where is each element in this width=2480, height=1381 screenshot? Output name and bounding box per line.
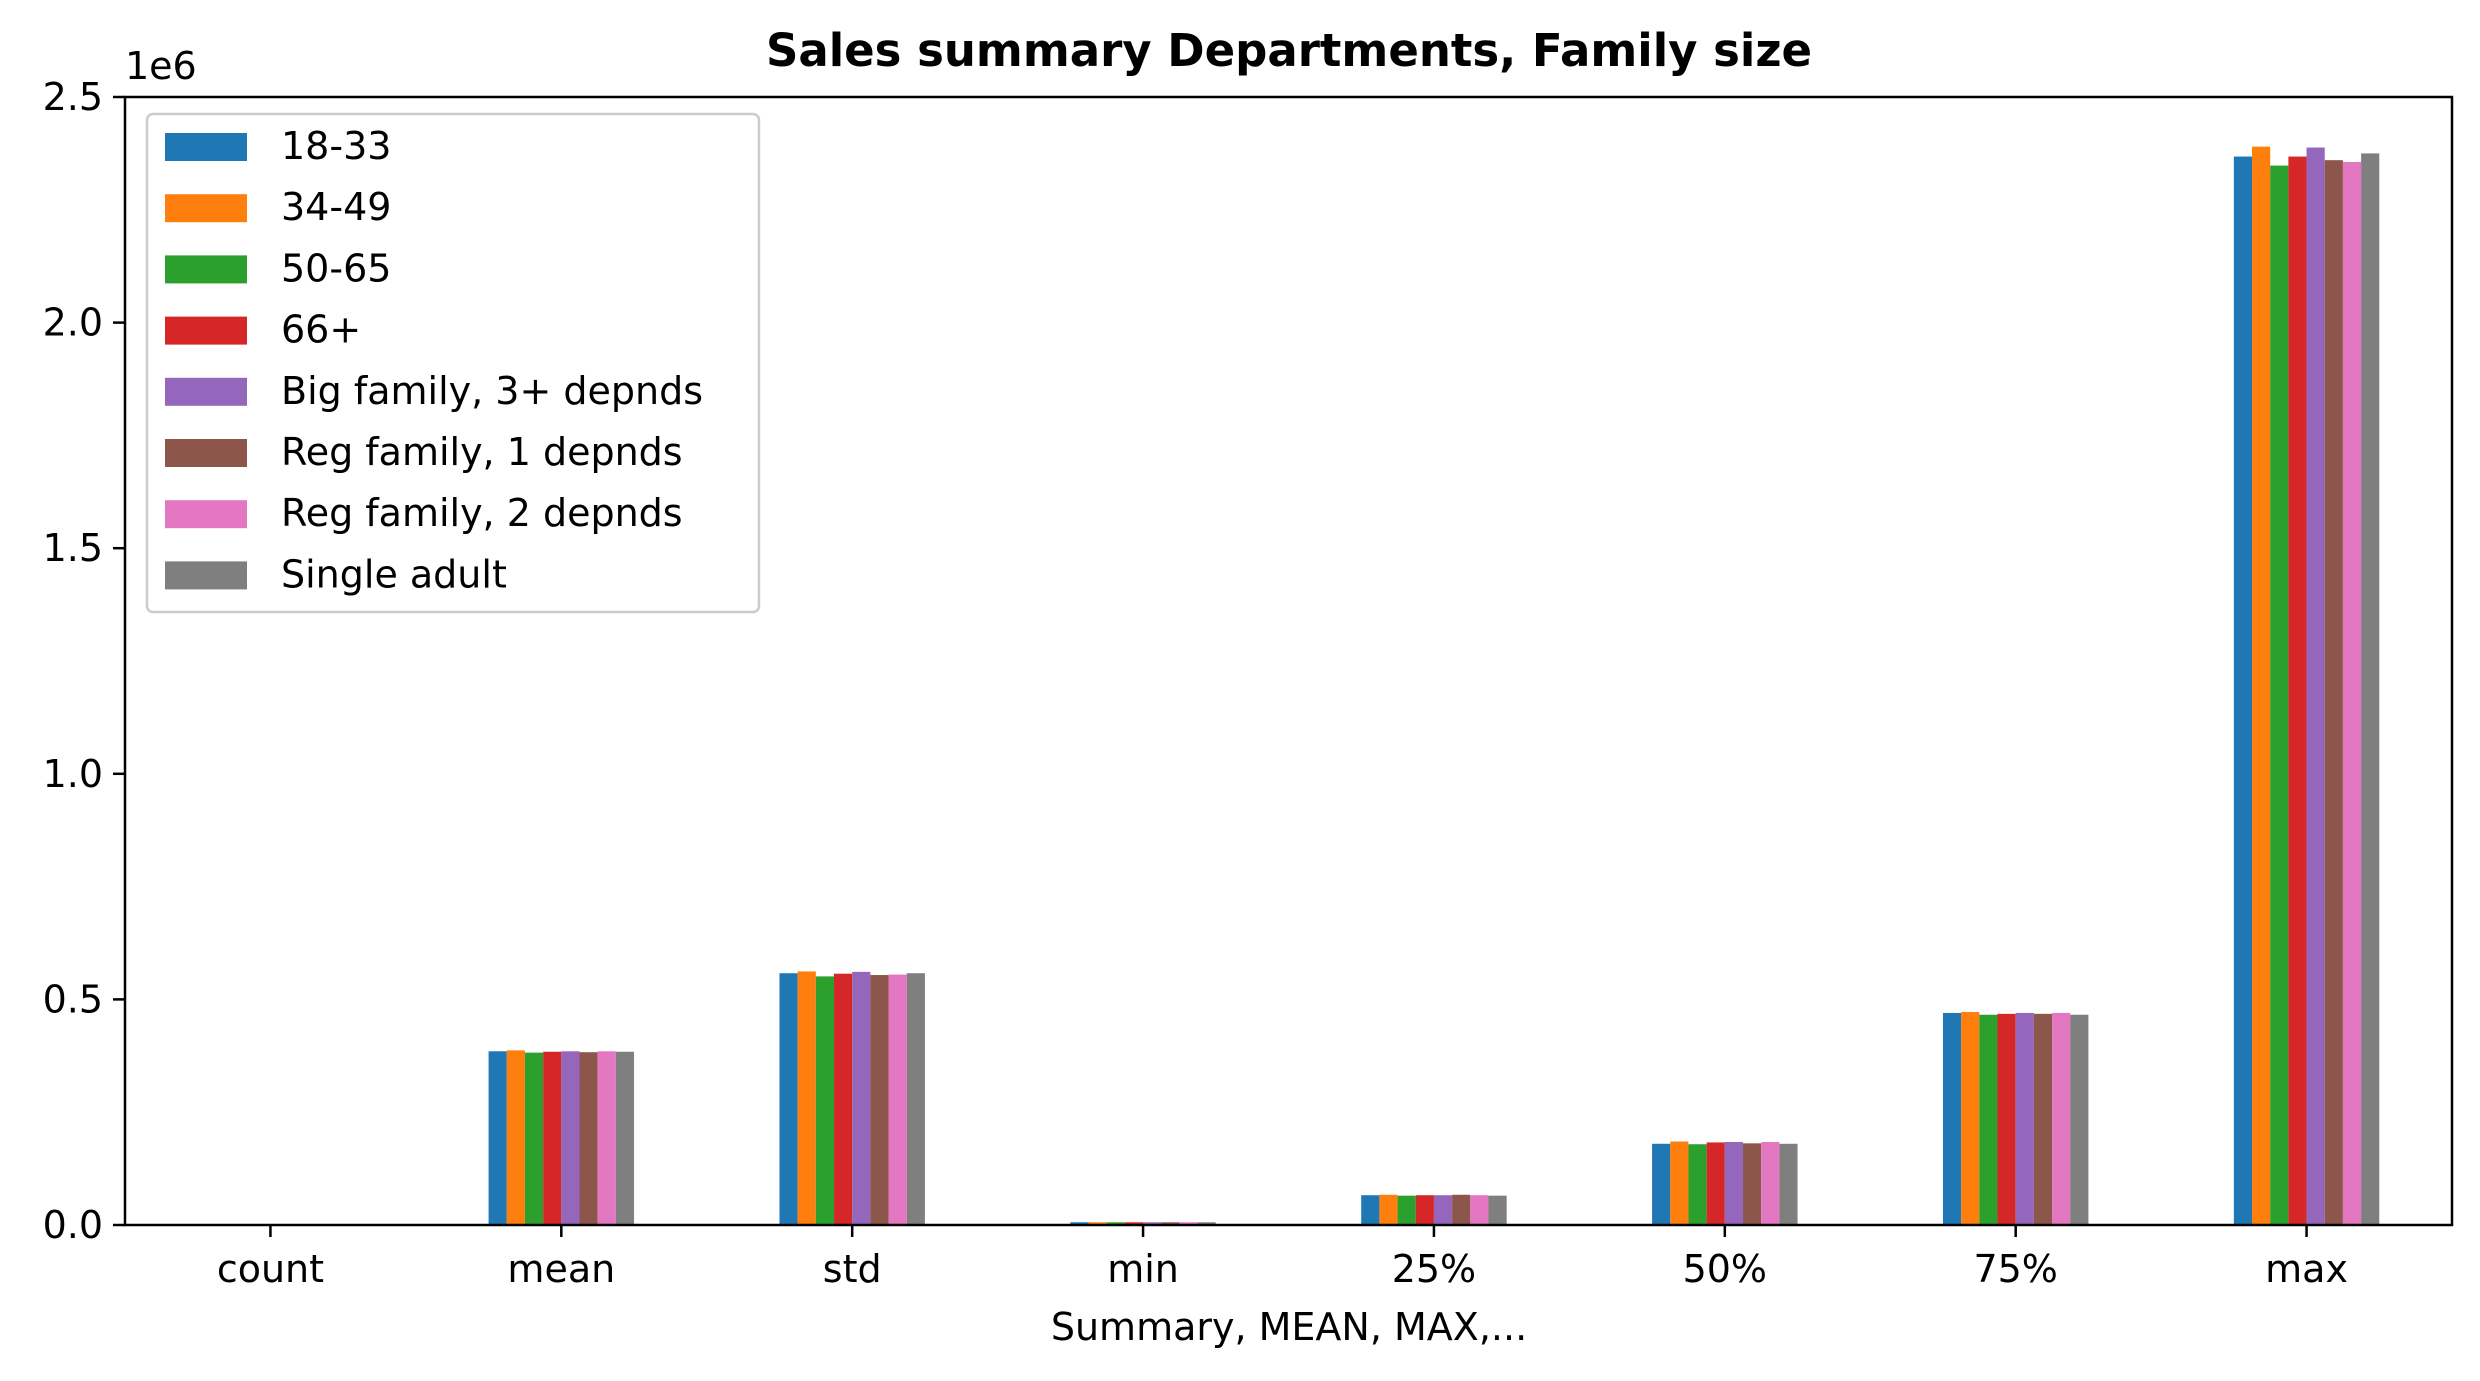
y-axis: 0.0 0.5 1.0 1.5 2.0 2.5: [43, 75, 125, 1247]
bar: [1379, 1194, 1398, 1225]
y-tick-label: 2.0: [43, 301, 103, 345]
legend-label: 18-33: [281, 124, 391, 168]
bar: [1724, 1141, 1743, 1225]
y-tick-label: 0.5: [43, 977, 103, 1021]
y-tick-label: 2.5: [43, 75, 103, 119]
bar: [543, 1051, 562, 1225]
bar: [2052, 1012, 2071, 1225]
bar: [1652, 1143, 1671, 1225]
legend-label: Reg family, 1 depnds: [281, 430, 683, 474]
bar: [1088, 1222, 1107, 1225]
bar: [597, 1051, 616, 1225]
x-tick-label: 50%: [1683, 1247, 1767, 1291]
plot-frame: [123, 95, 2454, 1227]
x-tick-label: mean: [507, 1247, 615, 1291]
legend-label: Single adult: [281, 552, 507, 596]
y-axis-offset-label: 1e6: [125, 44, 197, 88]
bar: [815, 976, 835, 1225]
bar: [1070, 1222, 1089, 1225]
bar: [1143, 1222, 1162, 1225]
bar: [1179, 1222, 1198, 1225]
bar: [797, 971, 816, 1225]
chart-title: Sales summary Departments, Family size: [766, 24, 1812, 77]
x-tick-label: 75%: [1973, 1247, 2057, 1291]
x-tick-label: max: [2265, 1247, 2348, 1291]
bar: [1124, 1222, 1144, 1225]
legend-label: Reg family, 2 depnds: [281, 491, 683, 535]
legend-label: 66+: [281, 308, 361, 352]
bar: [2233, 156, 2253, 1225]
x-axis: count mean std min 25% 50% 75% max: [217, 1225, 2348, 1291]
legend-swatch: [165, 133, 247, 161]
bar: [2033, 1013, 2053, 1225]
bar: [1670, 1141, 1689, 1225]
bar: [870, 975, 889, 1225]
legend-label: Big family, 3+ depnds: [281, 369, 703, 413]
bar: [1997, 1013, 2016, 1225]
bar: [2070, 1014, 2089, 1225]
x-tick-label: count: [217, 1247, 324, 1291]
y-tick-label: 1.5: [43, 526, 103, 570]
bar: [1961, 1012, 1980, 1225]
legend-swatch: [165, 316, 247, 345]
bar: [2252, 146, 2271, 1225]
x-tick-label: std: [823, 1247, 882, 1291]
legend: 18-33 34-49 50-65 66+ Big family, 3+ depnds R…: [145, 112, 761, 614]
bar: [1415, 1195, 1434, 1225]
legend-swatch: [165, 439, 247, 467]
bar: [2361, 153, 2380, 1225]
bar: [779, 973, 798, 1225]
bar: [1779, 1143, 1798, 1225]
bar: [1452, 1194, 1471, 1225]
bar: [1361, 1195, 1380, 1225]
bar: [1488, 1195, 1507, 1225]
bar: [2270, 165, 2289, 1226]
bar: [888, 974, 907, 1225]
bar: [1942, 1012, 1962, 1225]
legend-swatch: [165, 377, 247, 406]
bar: [1742, 1143, 1762, 1225]
bar: [2306, 147, 2325, 1225]
bar: [1161, 1222, 1180, 1225]
bar: [1106, 1222, 1125, 1225]
bar: [2342, 161, 2362, 1226]
legend-swatch: [165, 500, 247, 529]
bar: [2288, 156, 2307, 1225]
bar: [524, 1052, 544, 1225]
bar: [1706, 1142, 1725, 1225]
bar: [1979, 1014, 1998, 1225]
x-tick-label: 25%: [1392, 1247, 1476, 1291]
bar: [1688, 1144, 1707, 1225]
bar: [615, 1051, 635, 1225]
bar: [906, 973, 925, 1225]
bar: [2015, 1012, 2034, 1225]
bar: [834, 973, 853, 1225]
bar: [488, 1051, 507, 1225]
y-tick-label: 0.0: [43, 1203, 103, 1247]
legend-box: [145, 112, 761, 614]
bar: [1197, 1222, 1216, 1225]
legend-label: 34-49: [281, 185, 391, 229]
x-tick-label: min: [1107, 1247, 1179, 1291]
legend-swatch: [165, 194, 247, 223]
bar: [2324, 160, 2343, 1225]
bar: [1433, 1195, 1453, 1225]
bar: [852, 971, 871, 1225]
bar: [506, 1050, 525, 1225]
bar: [1470, 1195, 1489, 1225]
bar: [1761, 1141, 1780, 1225]
y-tick-label: 1.0: [43, 752, 103, 796]
bar: [1397, 1195, 1416, 1225]
bar: [561, 1051, 580, 1225]
legend-swatch: [165, 561, 247, 590]
x-axis-title: Summary, MEAN, MAX,...: [1051, 1305, 1527, 1349]
bar: [579, 1052, 598, 1225]
legend-label: 50-65: [281, 246, 391, 290]
bars-layer: [488, 146, 2380, 1226]
legend-swatch: [165, 255, 247, 284]
